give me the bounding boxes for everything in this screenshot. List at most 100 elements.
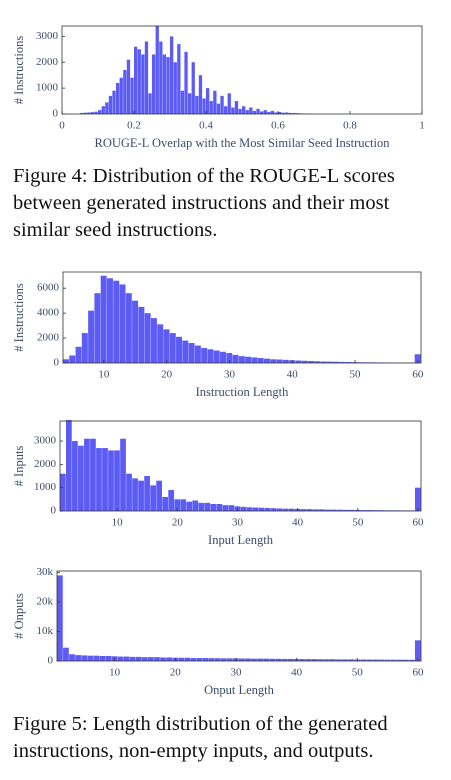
x-tick-label: 0.6 <box>271 120 285 132</box>
bar <box>93 655 100 661</box>
bar <box>360 659 367 661</box>
bar <box>239 658 245 661</box>
bar <box>372 510 379 511</box>
bar <box>402 659 409 661</box>
bar <box>414 487 421 511</box>
bar <box>245 110 249 114</box>
bar <box>314 361 321 363</box>
bar <box>190 658 197 661</box>
bar <box>360 510 367 511</box>
y-tick-label: 6000 <box>37 282 60 294</box>
bar <box>281 658 288 661</box>
bar <box>69 654 75 661</box>
x-axis-label: ROUGE-L Overlap with the Most Similar Se… <box>95 136 391 150</box>
bar <box>102 448 108 511</box>
bar <box>119 284 126 363</box>
bar <box>144 41 149 114</box>
bar <box>80 112 84 114</box>
bar <box>87 112 91 114</box>
x-tick-label: 30 <box>224 369 236 381</box>
bar <box>220 351 226 363</box>
bar <box>323 659 330 661</box>
x-tick-label: 20 <box>172 517 184 529</box>
bar <box>234 101 239 114</box>
bar <box>276 508 283 511</box>
bar <box>311 659 318 661</box>
x-tick-label: 0 <box>59 120 65 132</box>
bar <box>231 107 235 114</box>
bar <box>166 57 170 114</box>
bar <box>144 476 150 511</box>
bar <box>75 655 81 661</box>
bar <box>126 59 131 114</box>
bar <box>188 93 192 114</box>
x-axis-label: Input Length <box>208 533 274 547</box>
bar <box>69 355 76 363</box>
y-tick-label: 0 <box>48 655 54 667</box>
bar <box>126 473 132 511</box>
bar <box>275 658 282 661</box>
bar <box>108 95 113 114</box>
bar <box>78 445 84 511</box>
bar <box>148 657 154 661</box>
y-tick-label: 2000 <box>37 332 60 344</box>
x-tick-label: 50 <box>352 667 364 679</box>
bar <box>157 324 164 363</box>
x-tick-label: 60 <box>412 517 424 529</box>
bar <box>101 106 105 114</box>
plot-frame <box>56 570 422 662</box>
bar <box>202 658 209 661</box>
bar <box>285 112 289 114</box>
bar <box>198 502 205 511</box>
bar <box>295 360 302 363</box>
bar <box>267 111 271 114</box>
bar <box>184 657 191 661</box>
bar <box>224 106 228 114</box>
bar <box>192 500 199 511</box>
bar <box>220 658 227 661</box>
bar <box>256 108 260 114</box>
bar <box>202 98 206 114</box>
bar <box>84 438 90 511</box>
bar <box>130 77 134 114</box>
bar <box>238 108 242 114</box>
bar <box>98 110 102 114</box>
bar <box>269 658 276 661</box>
bar <box>60 473 66 511</box>
bar <box>120 438 126 511</box>
bar <box>182 340 189 363</box>
bar <box>204 502 211 511</box>
bar <box>396 659 403 661</box>
bar <box>63 359 69 363</box>
bar <box>66 420 72 511</box>
bar <box>132 478 138 511</box>
bar <box>270 110 275 114</box>
bar <box>174 499 181 511</box>
caption: Figure 4: Distribution of the ROUGE-L sc… <box>13 165 395 241</box>
x-tick-label: 60 <box>412 667 424 679</box>
bar <box>81 655 88 661</box>
x-tick-label: 40 <box>292 517 304 529</box>
bar <box>252 110 257 114</box>
x-tick-label: 0.8 <box>343 120 357 132</box>
bar <box>270 359 277 363</box>
y-tick-label: 2000 <box>34 458 57 470</box>
bar <box>180 90 185 114</box>
bar <box>270 508 277 511</box>
x-tick-label: 10 <box>109 667 121 679</box>
y-tick-label: 30k <box>37 566 54 578</box>
bar <box>227 93 231 114</box>
bar <box>123 656 130 661</box>
bar <box>317 659 324 661</box>
y-tick-label: 3000 <box>34 435 57 447</box>
bar <box>75 346 82 363</box>
bar <box>94 111 98 114</box>
y-tick-label: 3000 <box>36 30 59 42</box>
y-axis-label: # Inputs <box>12 446 26 487</box>
bar <box>99 655 106 661</box>
bar <box>336 659 342 661</box>
bar <box>112 90 116 114</box>
bar <box>330 659 336 661</box>
bar <box>163 329 170 363</box>
bar <box>257 358 264 363</box>
